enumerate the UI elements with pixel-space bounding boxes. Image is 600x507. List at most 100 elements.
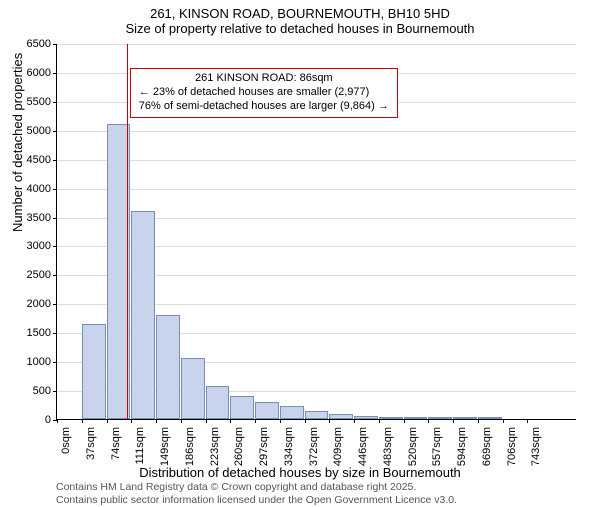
ytick-label: 4000 xyxy=(27,183,51,195)
ytick-mark xyxy=(53,362,57,363)
xtick-label: 557sqm xyxy=(431,427,443,466)
ytick-label: 3500 xyxy=(27,212,51,224)
xtick-mark xyxy=(107,419,108,423)
ytick-mark xyxy=(53,73,57,74)
gridline xyxy=(57,131,576,132)
attribution-line-2: Contains public sector information licen… xyxy=(56,494,457,507)
ytick-label: 4500 xyxy=(27,154,51,166)
histogram-bar xyxy=(404,417,428,419)
histogram-bar xyxy=(354,416,378,419)
gridline xyxy=(57,160,576,161)
xtick-mark xyxy=(206,419,207,423)
ytick-label: 6000 xyxy=(27,67,51,79)
ytick-mark xyxy=(53,131,57,132)
xtick-label: 149sqm xyxy=(159,427,171,466)
histogram-bar xyxy=(453,417,477,419)
ytick-label: 2000 xyxy=(27,298,51,310)
ytick-label: 2500 xyxy=(27,269,51,281)
xtick-mark xyxy=(453,419,454,423)
gridline xyxy=(57,44,576,45)
histogram-bar xyxy=(379,417,403,419)
histogram-bar xyxy=(280,406,304,419)
chart-title-block: 261, KINSON ROAD, BOURNEMOUTH, BH10 5HD … xyxy=(0,0,600,36)
xtick-label: 297sqm xyxy=(258,427,270,466)
xtick-mark xyxy=(527,419,528,423)
chart-area: 0500100015002000250030003500400045005000… xyxy=(56,44,576,420)
xtick-label: 0sqm xyxy=(60,427,72,454)
xtick-label: 706sqm xyxy=(506,427,518,466)
histogram-bar xyxy=(255,402,279,419)
histogram-bar xyxy=(156,315,180,419)
ytick-mark xyxy=(53,304,57,305)
xtick-label: 260sqm xyxy=(233,427,245,466)
histogram-bar xyxy=(206,386,230,419)
ytick-mark xyxy=(53,44,57,45)
xtick-label: 223sqm xyxy=(209,427,221,466)
xtick-label: 669sqm xyxy=(481,427,493,466)
ytick-label: 6500 xyxy=(27,38,51,50)
ytick-label: 1000 xyxy=(27,356,51,368)
ytick-label: 1500 xyxy=(27,327,51,339)
ytick-mark xyxy=(53,102,57,103)
xtick-label: 74sqm xyxy=(110,427,122,460)
callout-line-smaller: ← 23% of detached houses are smaller (2,… xyxy=(139,86,389,100)
ytick-label: 5000 xyxy=(27,125,51,137)
xtick-mark xyxy=(181,419,182,423)
ytick-mark xyxy=(53,391,57,392)
histogram-bar xyxy=(478,417,502,419)
xtick-mark xyxy=(329,419,330,423)
gridline xyxy=(57,189,576,190)
xtick-label: 409sqm xyxy=(332,427,344,466)
xtick-label: 520sqm xyxy=(407,427,419,466)
xtick-label: 37sqm xyxy=(85,427,97,460)
histogram-bar xyxy=(230,396,254,419)
xtick-mark xyxy=(305,419,306,423)
callout-title: 261 KINSON ROAD: 86sqm xyxy=(139,72,389,86)
ytick-label: 0 xyxy=(45,414,51,426)
ytick-label: 500 xyxy=(33,385,51,397)
ytick-mark xyxy=(53,218,57,219)
xtick-mark xyxy=(255,419,256,423)
xtick-mark xyxy=(82,419,83,423)
xtick-label: 743sqm xyxy=(530,427,542,466)
ytick-mark xyxy=(53,246,57,247)
xtick-mark xyxy=(428,419,429,423)
histogram-bar xyxy=(181,358,205,419)
ytick-mark xyxy=(53,333,57,334)
x-axis-label: Distribution of detached houses by size … xyxy=(0,465,600,480)
xtick-mark xyxy=(156,419,157,423)
ytick-mark xyxy=(53,275,57,276)
ytick-mark xyxy=(53,160,57,161)
ytick-label: 5500 xyxy=(27,96,51,108)
plot-area: 0500100015002000250030003500400045005000… xyxy=(56,44,576,420)
xtick-mark xyxy=(354,419,355,423)
title-line-1: 261, KINSON ROAD, BOURNEMOUTH, BH10 5HD xyxy=(0,6,600,21)
xtick-mark xyxy=(57,419,58,423)
callout-box: 261 KINSON ROAD: 86sqm← 23% of detached … xyxy=(130,68,398,117)
callout-line-larger: 76% of semi-detached houses are larger (… xyxy=(139,100,389,114)
attribution-line-1: Contains HM Land Registry data © Crown c… xyxy=(56,481,457,494)
xtick-mark xyxy=(503,419,504,423)
ytick-label: 3000 xyxy=(27,240,51,252)
title-line-2: Size of property relative to detached ho… xyxy=(0,21,600,36)
histogram-bar xyxy=(329,414,353,419)
histogram-bar xyxy=(305,411,329,419)
ytick-mark xyxy=(53,189,57,190)
xtick-mark xyxy=(404,419,405,423)
xtick-mark xyxy=(478,419,479,423)
attribution-text: Contains HM Land Registry data © Crown c… xyxy=(56,481,457,507)
y-axis-label: Number of detached properties xyxy=(10,53,25,232)
xtick-mark xyxy=(230,419,231,423)
xtick-label: 186sqm xyxy=(184,427,196,466)
property-marker-line xyxy=(127,44,128,419)
xtick-label: 594sqm xyxy=(456,427,468,466)
xtick-label: 372sqm xyxy=(308,427,320,466)
xtick-label: 334sqm xyxy=(283,427,295,466)
histogram-bar xyxy=(428,417,452,419)
xtick-label: 446sqm xyxy=(357,427,369,466)
xtick-label: 483sqm xyxy=(382,427,394,466)
xtick-mark xyxy=(131,419,132,423)
histogram-bar xyxy=(131,211,155,419)
histogram-bar xyxy=(82,324,106,419)
xtick-mark xyxy=(379,419,380,423)
